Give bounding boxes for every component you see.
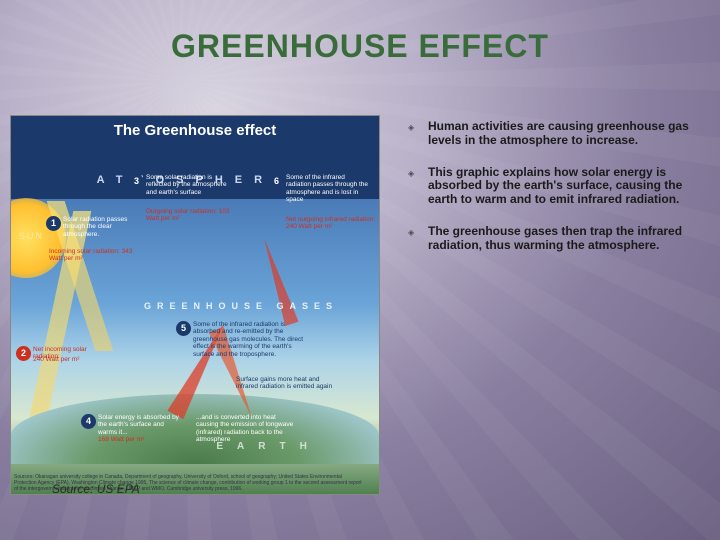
annotation-text-1b: Incoming solar radiation: 343 Watt per m… — [49, 248, 134, 263]
annotation-text-6b: Net outgoing infrared radiation: 240 Wat… — [286, 216, 376, 231]
annotation-badge-1: 1 — [46, 216, 61, 231]
bullet-text: Human activities are causing greenhouse … — [428, 120, 703, 148]
annotation-badge-2: 2 — [16, 346, 31, 361]
bullet-text: The greenhouse gases then trap the infra… — [428, 225, 703, 253]
annotation-text-3a: Some solar radiation is reflected by the… — [146, 174, 231, 196]
gases-band-label: GREENHOUSE GASES — [103, 301, 379, 311]
greenhouse-diagram: The Greenhouse effect ATMOSPHERE SUN GRE… — [10, 115, 380, 495]
annotation-text-1a: Solar radiation passes through the clear… — [63, 216, 138, 238]
annotation-text-4a: Solar energy is absorbed by the earth's … — [98, 414, 183, 436]
list-item: ◈ The greenhouse gases then trap the inf… — [408, 225, 703, 253]
annotation-text-4c: ...and is converted into heat causing th… — [196, 414, 296, 444]
list-item: ◈ Human activities are causing greenhous… — [408, 120, 703, 148]
annotation-badge-6: 6 — [269, 174, 284, 189]
annotation-text-5a: Some of the infrared radiation is absorb… — [193, 321, 313, 358]
infrared-arrow-out — [257, 236, 298, 326]
annotation-text-2b: 240 Watt per m² — [33, 356, 103, 363]
annotation-text-4b: 168 Watt per m² — [98, 436, 158, 443]
annotation-text-6a: Some of the infrared radiation passes th… — [286, 174, 371, 204]
earth-surface — [11, 394, 379, 464]
bullet-icon: ◈ — [408, 166, 428, 207]
annotation-text-3b: Outgoing solar radiation: 103 Watt per m… — [146, 208, 231, 223]
annotation-text-5b: Surface gains more heat and infrared rad… — [236, 376, 336, 391]
bullet-text: This graphic explains how solar energy i… — [428, 166, 703, 207]
slide-title: GREENHOUSE EFFECT — [0, 28, 720, 65]
annotation-badge-4: 4 — [81, 414, 96, 429]
diagram-title: The Greenhouse effect — [11, 122, 379, 139]
source-caption: Source: US EPA — [52, 482, 140, 496]
list-item: ◈ This graphic explains how solar energy… — [408, 166, 703, 207]
annotation-badge-3: 3 — [129, 174, 144, 189]
bullet-icon: ◈ — [408, 120, 428, 148]
annotation-badge-5: 5 — [176, 321, 191, 336]
bullet-icon: ◈ — [408, 225, 428, 253]
sun-label: SUN — [19, 231, 44, 241]
bullet-list: ◈ Human activities are causing greenhous… — [408, 120, 703, 271]
